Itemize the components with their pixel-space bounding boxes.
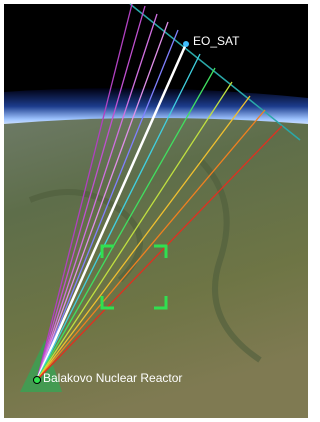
scene: EO_SAT Balakovo Nuclear Reactor — [0, 0, 312, 422]
satellite-label: EO_SAT — [193, 34, 240, 48]
target-marker — [34, 377, 41, 384]
satellite-marker — [183, 41, 189, 47]
target-label: Balakovo Nuclear Reactor — [43, 371, 182, 385]
page: EO_SAT Balakovo Nuclear Reactor (() => {… — [0, 0, 312, 422]
